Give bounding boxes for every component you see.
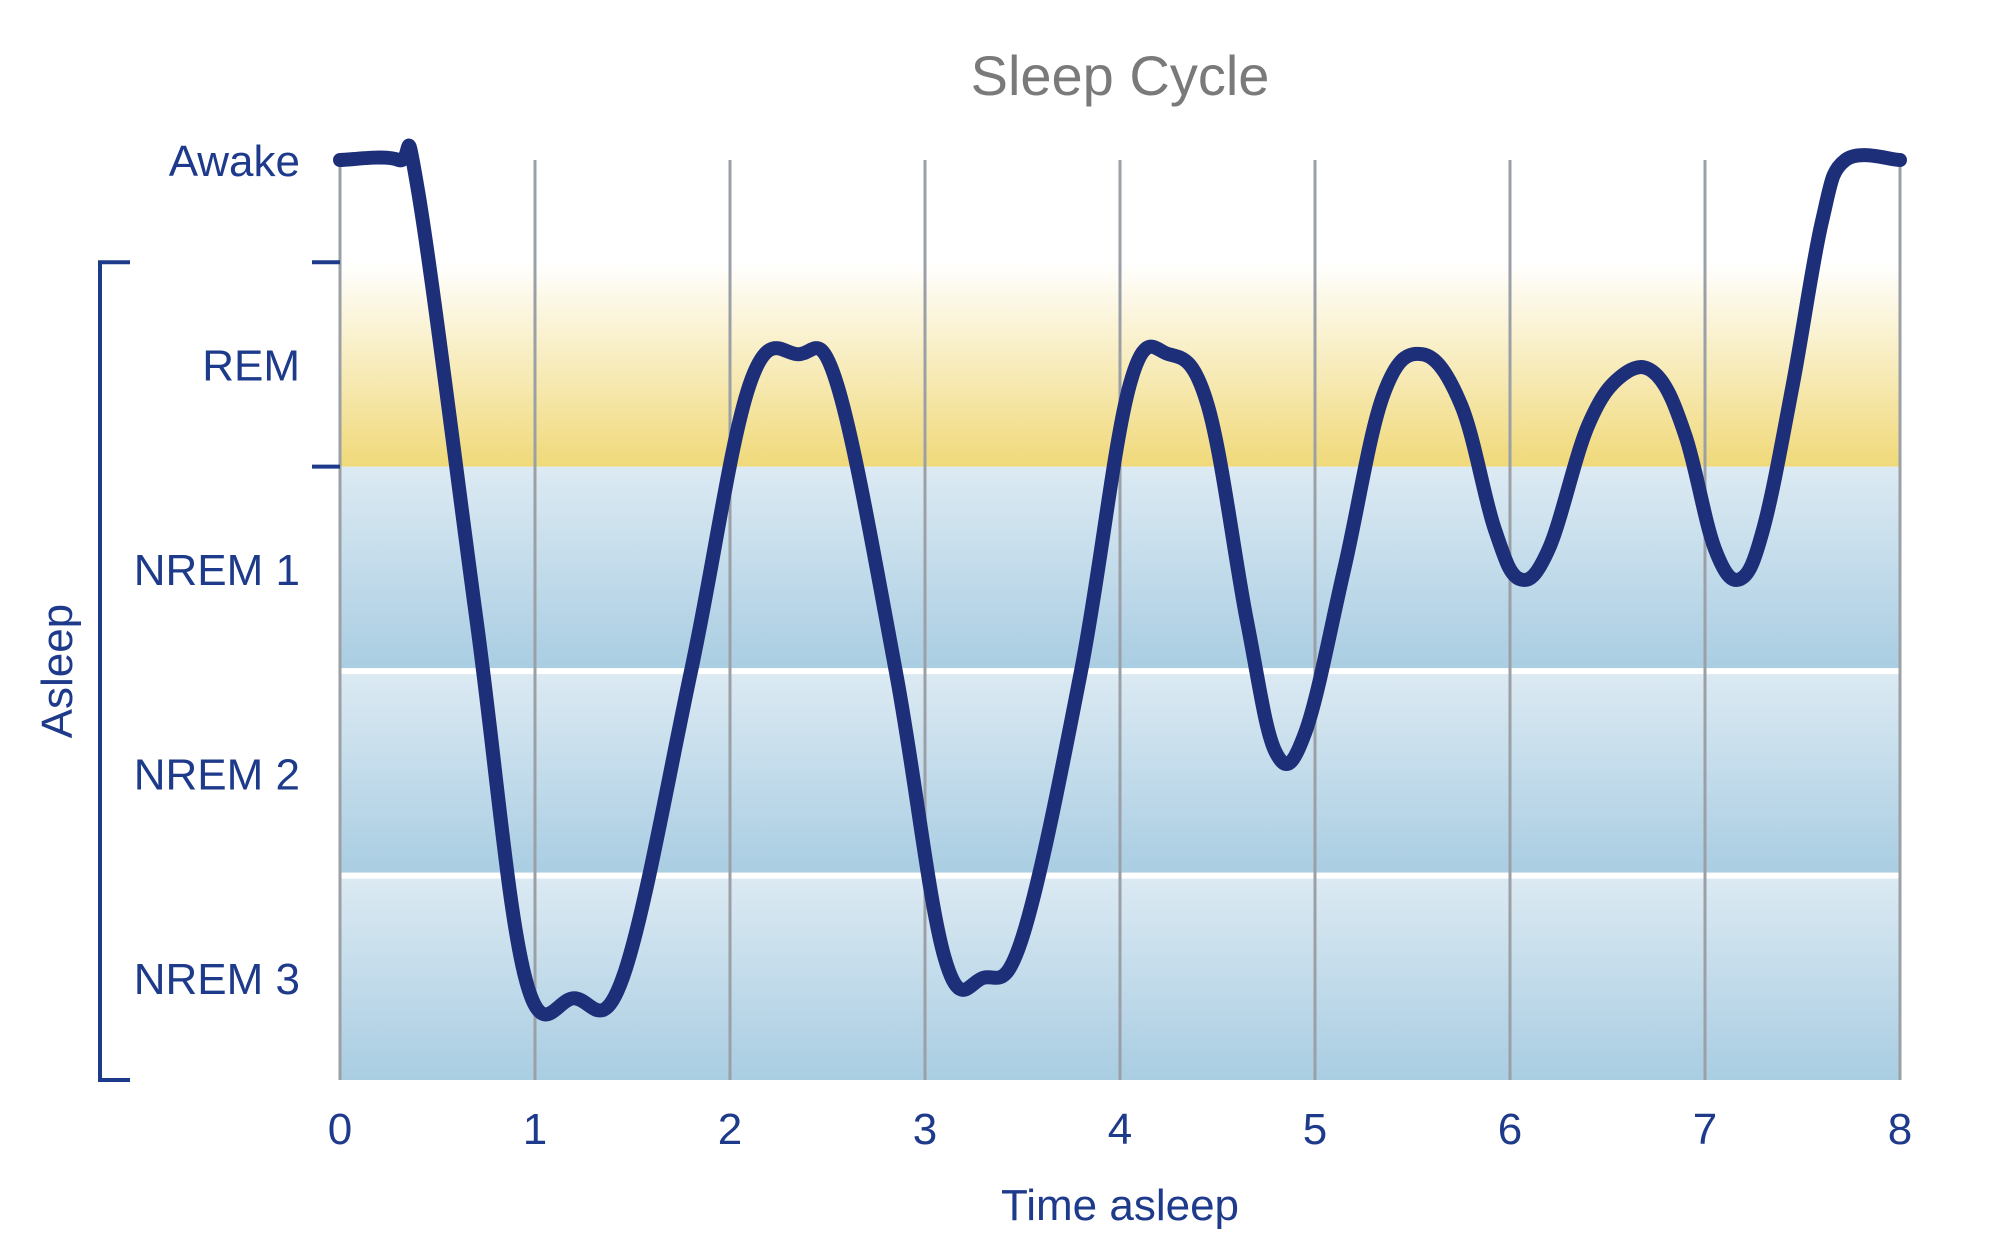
x-tick-label: 2 bbox=[718, 1105, 742, 1154]
x-tick-label: 5 bbox=[1303, 1105, 1327, 1154]
y-tick-label: Awake bbox=[169, 137, 300, 186]
y-axis-label: Asleep bbox=[33, 604, 82, 739]
x-tick-label: 0 bbox=[328, 1105, 352, 1154]
x-tick-label: 1 bbox=[523, 1105, 547, 1154]
y-tick-label: NREM 3 bbox=[134, 955, 300, 1004]
chart-title: Sleep Cycle bbox=[971, 44, 1270, 107]
x-tick-label: 3 bbox=[913, 1105, 937, 1154]
x-tick-label: 8 bbox=[1888, 1105, 1912, 1154]
sleep-cycle-chart: Awake REM NREM 1 NREM 2 NREM 3 0 1 2 3 4 5 6 7 8 Time … bbox=[0, 0, 2011, 1246]
x-axis-label: Time asleep bbox=[1001, 1181, 1239, 1230]
y-tick-label: REM bbox=[202, 341, 300, 390]
x-tick-label: 7 bbox=[1693, 1105, 1717, 1154]
x-tick-label: 4 bbox=[1108, 1105, 1132, 1154]
y-tick-label: NREM 2 bbox=[134, 750, 300, 799]
x-tick-label: 6 bbox=[1498, 1105, 1522, 1154]
asleep-bracket bbox=[100, 262, 130, 1080]
y-tick-label: NREM 1 bbox=[134, 546, 300, 595]
